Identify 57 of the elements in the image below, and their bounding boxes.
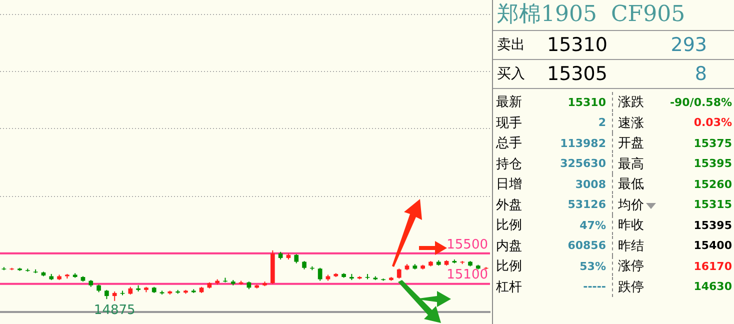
text: 最新 <box>495 94 523 112</box>
text: 15315 <box>692 198 732 212</box>
text: 涨停 <box>618 258 645 276</box>
candlestick <box>160 290 164 295</box>
text: 买入 <box>496 65 526 83</box>
text: 15375 <box>692 136 732 150</box>
candlestick <box>25 268 30 272</box>
text: 15395 <box>692 157 732 170</box>
text: 2 <box>597 116 606 130</box>
text: 15310 <box>566 96 606 109</box>
text: 持仓 <box>495 156 523 173</box>
text: 比例 <box>495 217 523 234</box>
text: 杠杆 <box>495 278 523 296</box>
text: 最低 <box>618 176 645 194</box>
text: 外盘 <box>495 196 523 214</box>
text: 0.03% <box>692 116 732 130</box>
text: 昨收 <box>618 217 645 234</box>
text: 16170 <box>692 260 732 273</box>
text: 日增 <box>495 176 523 194</box>
annotation: 14875 <box>94 302 136 318</box>
text: 8 <box>694 63 707 85</box>
text: 卖出 <box>496 36 526 54</box>
text: 15400 <box>692 239 732 252</box>
text: 15310 <box>547 34 608 56</box>
text: 跌停 <box>618 278 645 296</box>
text: 293 <box>670 34 707 56</box>
text: 60856 <box>566 239 606 252</box>
text: 47% <box>578 218 606 232</box>
text: 总手 <box>495 135 523 152</box>
text: 均价 <box>618 196 645 214</box>
ref-line-label: 15100 <box>446 268 488 283</box>
text: 14630 <box>692 280 732 294</box>
text: 现手 <box>495 114 523 132</box>
text: 内盘 <box>495 238 523 255</box>
candlestick <box>57 274 62 281</box>
text: 速涨 <box>618 114 645 132</box>
text: 涨跌 <box>618 94 645 112</box>
text: 325630 <box>559 157 606 170</box>
text: -90/0.58% <box>668 96 732 109</box>
text: 53% <box>578 260 606 273</box>
text: 53126 <box>566 198 606 212</box>
text: 开盘 <box>618 135 645 152</box>
text: 15260 <box>692 178 732 191</box>
text: 15395 <box>692 218 732 232</box>
text: 最高 <box>618 156 645 173</box>
candlestick <box>2 266 6 271</box>
text: 昨结 <box>618 238 645 255</box>
text: 比例 <box>495 258 523 276</box>
text: 郑棉1905 CF905 <box>493 0 734 31</box>
candlestick <box>49 273 54 281</box>
candlestick <box>33 268 38 274</box>
ref-line-label: 15500 <box>446 237 488 252</box>
text: ----- <box>582 280 606 294</box>
candlestick <box>365 273 370 280</box>
text: 15305 <box>547 63 608 85</box>
text: 3008 <box>574 178 606 191</box>
text: 113982 <box>559 136 606 150</box>
